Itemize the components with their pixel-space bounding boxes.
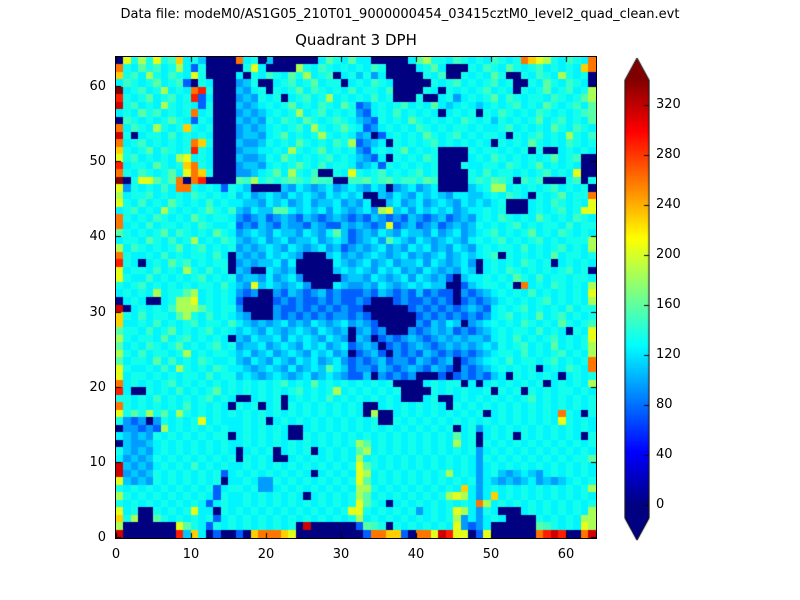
data-file-label: Data file: modeM0/AS1G05_210T01_90000004…: [120, 7, 680, 22]
x-axis-tick-label: 30: [332, 547, 350, 562]
chart-title: Quadrant 3 DPH: [295, 31, 417, 49]
x-axis-tick-label: 40: [407, 547, 425, 562]
colorbar-tick-label: 280: [656, 147, 681, 162]
y-axis-tick-label: 60: [89, 79, 106, 95]
x-axis-tick-label: 50: [482, 547, 500, 562]
colorbar-tick-label: 200: [656, 247, 681, 262]
colorbar-tick-label: 40: [656, 447, 673, 462]
y-axis-tick-label: 50: [89, 154, 106, 170]
y-axis-tick-label: 40: [89, 229, 106, 245]
x-axis-tick-label: 20: [257, 547, 275, 562]
colorbar-tick-label: 160: [656, 297, 681, 312]
colorbar-tick-label: 0: [656, 497, 665, 512]
heatmap-canvas: [116, 57, 596, 538]
colorbar-tick-label: 240: [656, 197, 681, 212]
plot-area: [115, 56, 597, 539]
y-axis-tick-label: 0: [97, 530, 106, 545]
y-axis-tick-label: 20: [89, 379, 106, 395]
colorbar-tick-label: 80: [656, 397, 673, 412]
y-axis-tick-label: 10: [89, 454, 106, 470]
x-axis-tick-label: 60: [557, 547, 575, 562]
x-axis-tick-label: 0: [111, 547, 121, 562]
colorbar-canvas: [624, 57, 650, 541]
y-axis-tick-label: 30: [89, 304, 106, 320]
colorbar-tick-label: 120: [656, 347, 681, 362]
colorbar-tick-label: 320: [656, 97, 681, 112]
x-axis-tick-label: 10: [182, 547, 200, 562]
